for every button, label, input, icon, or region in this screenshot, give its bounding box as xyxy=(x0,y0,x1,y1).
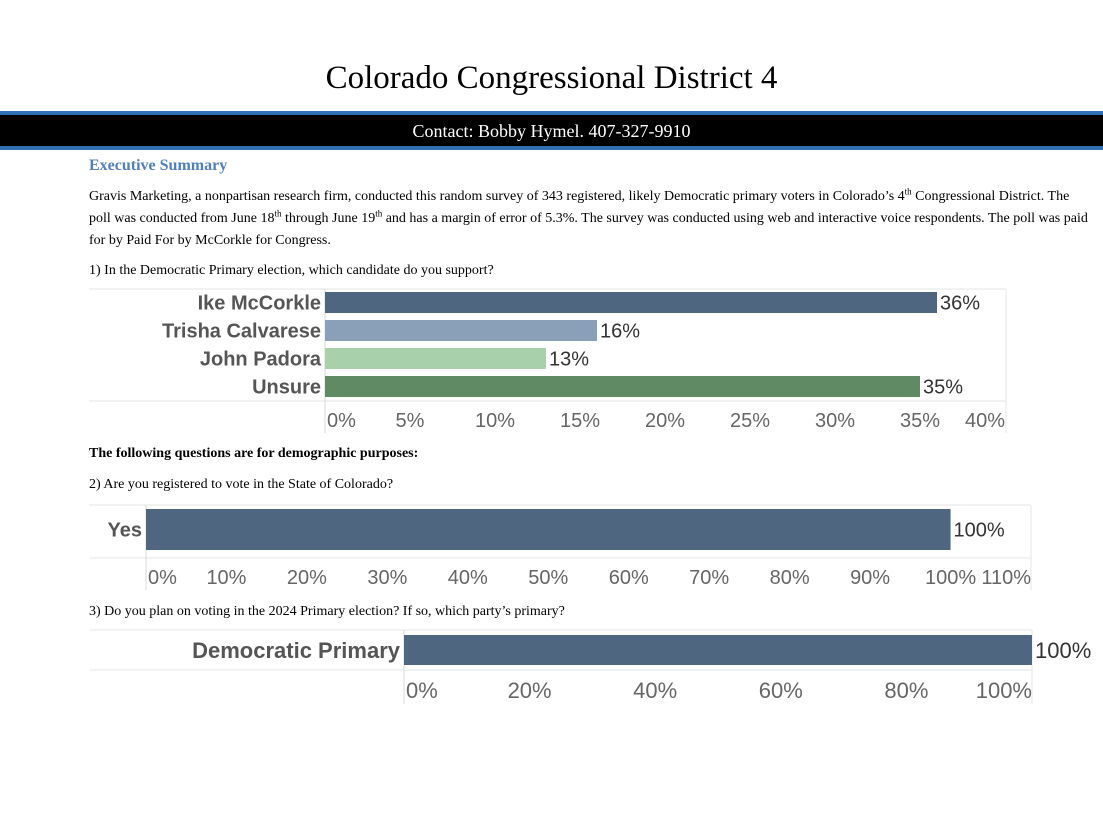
tick-label-1-11: 110% xyxy=(981,567,1031,589)
tick-label-0-4: 20% xyxy=(645,410,685,432)
question-1: 1) In the Democratic Primary election, w… xyxy=(89,263,494,278)
tick-label-2-4: 80% xyxy=(884,678,928,703)
value-label-0-2: 13% xyxy=(549,349,589,371)
tick-label-0-3: 15% xyxy=(560,410,600,432)
summary-paragraph: Gravis Marketing, a nonpartisan research… xyxy=(89,186,1088,248)
tick-label-1-8: 80% xyxy=(770,567,810,589)
question-2: 2) Are you registered to vote in the Sta… xyxy=(89,477,394,492)
category-label-0-0: Ike McCorkle xyxy=(198,293,321,315)
tick-label-0-8: 40% xyxy=(965,410,1005,432)
tick-label-1-2: 20% xyxy=(287,567,327,589)
tick-label-2-2: 40% xyxy=(633,678,677,703)
bar-0-0 xyxy=(325,292,937,313)
page-title: Colorado Congressional District 4 xyxy=(325,60,778,96)
bar-0-3 xyxy=(325,376,920,397)
value-label-0-3: 35% xyxy=(923,377,963,399)
tick-label-0-6: 30% xyxy=(815,410,855,432)
tick-label-0-0: 0% xyxy=(327,410,356,432)
category-label-0-3: Unsure xyxy=(252,377,321,399)
value-label-0-1: 16% xyxy=(600,321,640,343)
tick-label-1-0: 0% xyxy=(148,567,177,589)
tick-label-1-7: 70% xyxy=(689,567,729,589)
tick-label-1-6: 60% xyxy=(609,567,649,589)
bar-1-0 xyxy=(146,509,951,550)
tick-label-1-10: 100% xyxy=(925,567,976,589)
tick-label-0-5: 25% xyxy=(730,410,770,432)
category-label-1-0: Yes xyxy=(108,520,142,542)
bar-2-0 xyxy=(404,635,1032,665)
tick-label-2-1: 20% xyxy=(508,678,552,703)
category-label-0-2: John Padora xyxy=(200,349,322,371)
tick-label-1-3: 30% xyxy=(367,567,407,589)
tick-label-1-9: 90% xyxy=(850,567,890,589)
demographic-heading: The following questions are for demograp… xyxy=(89,446,419,461)
tick-label-0-2: 10% xyxy=(475,410,515,432)
tick-label-1-5: 50% xyxy=(528,567,568,589)
value-label-1-0: 100% xyxy=(954,520,1005,542)
question-3: 3) Do you plan on voting in the 2024 Pri… xyxy=(89,604,565,619)
header-rule-bottom xyxy=(0,146,1103,150)
tick-label-1-4: 40% xyxy=(448,567,488,589)
category-label-2-0: Democratic Primary xyxy=(192,638,401,663)
contact-line: Contact: Bobby Hymel. 407-327-9910 xyxy=(412,121,691,141)
tick-label-1-1: 10% xyxy=(206,567,246,589)
value-label-2-0: 100% xyxy=(1035,638,1091,663)
tick-label-2-0: 0% xyxy=(406,678,438,703)
value-label-0-0: 36% xyxy=(940,293,980,315)
contact-banner xyxy=(0,115,1103,146)
tick-label-0-1: 5% xyxy=(396,410,425,432)
bar-0-2 xyxy=(325,348,546,369)
header-rule-top xyxy=(0,111,1103,115)
bar-0-1 xyxy=(325,320,597,341)
tick-label-2-3: 60% xyxy=(759,678,803,703)
executive-summary-heading: Executive Summary xyxy=(89,157,228,174)
category-label-0-1: Trisha Calvarese xyxy=(162,321,321,343)
tick-label-0-7: 35% xyxy=(900,410,940,432)
tick-label-2-5: 100% xyxy=(976,678,1032,703)
